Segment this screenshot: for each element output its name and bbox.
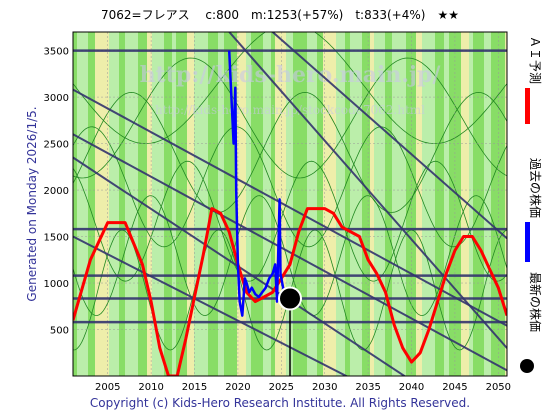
background-band	[469, 32, 473, 376]
legend-past-price-swatch	[525, 222, 530, 262]
background-band	[152, 32, 164, 376]
background-band	[422, 32, 435, 376]
x-tick-label: 2010	[138, 382, 163, 393]
background-band	[336, 32, 345, 376]
background-band	[246, 32, 251, 376]
background-band	[416, 32, 422, 376]
plot-frame	[72, 31, 508, 377]
legend-latest-price-swatch	[520, 359, 534, 373]
y-axis: 500 1000 1500 2000 2500 3000 3500	[44, 47, 69, 337]
legend-ai-forecast-label: ＡＩ予測	[528, 36, 542, 84]
y-tick-label: 2500	[44, 140, 69, 151]
series-layer	[73, 50, 507, 376]
background-band	[88, 32, 95, 376]
background-band	[164, 32, 172, 376]
thin-line	[73, 57, 507, 179]
diagonal-trend-line	[271, 32, 507, 240]
background-band	[77, 32, 88, 376]
y-tick-label: 3000	[44, 93, 69, 104]
copyright-footer: Copyright (c) Kids-Hero Research Institu…	[89, 396, 471, 410]
background-band	[187, 32, 194, 376]
background-band	[286, 32, 293, 376]
x-tick-label: 2025	[269, 382, 294, 393]
background-band	[505, 32, 507, 376]
diagonal-trend-line	[73, 133, 507, 372]
legend-ai-forecast-swatch	[525, 88, 530, 124]
diagonal-trend-line	[73, 88, 507, 327]
legend-past-price-label: 過去の株価	[528, 158, 543, 218]
thin-line	[73, 160, 507, 282]
past-price-line	[227, 50, 288, 317]
background-band	[176, 32, 187, 376]
background-band	[406, 32, 416, 376]
background-band	[392, 32, 406, 376]
diagonal-trend-line	[73, 235, 349, 376]
latest-price-marker	[278, 286, 302, 311]
x-tick-label: 2005	[95, 382, 120, 393]
background-band	[237, 32, 246, 376]
chart-header: 7062=フレアス c:800 m:1253(+57%) t:833(+4%) …	[101, 8, 459, 22]
background-band	[147, 32, 152, 376]
background-band	[484, 32, 491, 376]
x-tick-label: 2015	[182, 382, 207, 393]
watermark-main: http://kids-hero.main.jp/	[140, 62, 442, 88]
background-band	[109, 32, 119, 376]
background-band	[385, 32, 392, 376]
background-band	[345, 32, 350, 376]
background-band	[370, 32, 374, 376]
x-tick-label: 2045	[442, 382, 467, 393]
y-tick-label: 3500	[44, 47, 69, 58]
background-band	[491, 32, 505, 376]
trend-lines	[73, 32, 507, 376]
generated-date-label: Generated on Monday 2026/1/5.	[25, 106, 39, 301]
ai-forecast-line	[73, 207, 507, 376]
background-band	[73, 32, 77, 376]
background-band	[323, 32, 336, 376]
x-tick-label: 2030	[312, 382, 337, 393]
background-band	[444, 32, 449, 376]
background-band	[271, 32, 275, 376]
x-tick-label: 2050	[486, 382, 511, 393]
diagonal-trend-line	[73, 156, 407, 376]
background-band	[119, 32, 125, 376]
watermark-sub: http://kids-hero.main.jp/stockcode7062.h…	[155, 103, 425, 117]
x-axis: 2005 2010 2015 2020 2025 2030 2035 2040 2045 2050	[95, 382, 511, 393]
y-tick-label: 1000	[44, 279, 69, 290]
diagonal-trend-line	[228, 32, 507, 349]
background-band	[461, 32, 469, 376]
latest-marker-layer	[278, 286, 302, 376]
background-band	[172, 32, 176, 376]
y-tick-label: 2000	[44, 186, 69, 197]
x-tick-label: 2020	[225, 382, 250, 393]
background-band	[125, 32, 138, 376]
background-band	[95, 32, 109, 376]
y-tick-label: 1500	[44, 233, 69, 244]
background-band	[435, 32, 444, 376]
background-band	[473, 32, 484, 376]
x-tick-label: 2040	[399, 382, 424, 393]
background-band	[307, 32, 317, 376]
y-tick-label: 500	[50, 326, 69, 337]
background-band	[317, 32, 323, 376]
background-band	[362, 32, 370, 376]
x-tick-label: 2035	[355, 382, 380, 393]
background-band	[263, 32, 271, 376]
background-band	[218, 32, 224, 376]
thin-line	[73, 195, 507, 317]
legend-latest-price-label: 最新の株価	[528, 272, 543, 332]
